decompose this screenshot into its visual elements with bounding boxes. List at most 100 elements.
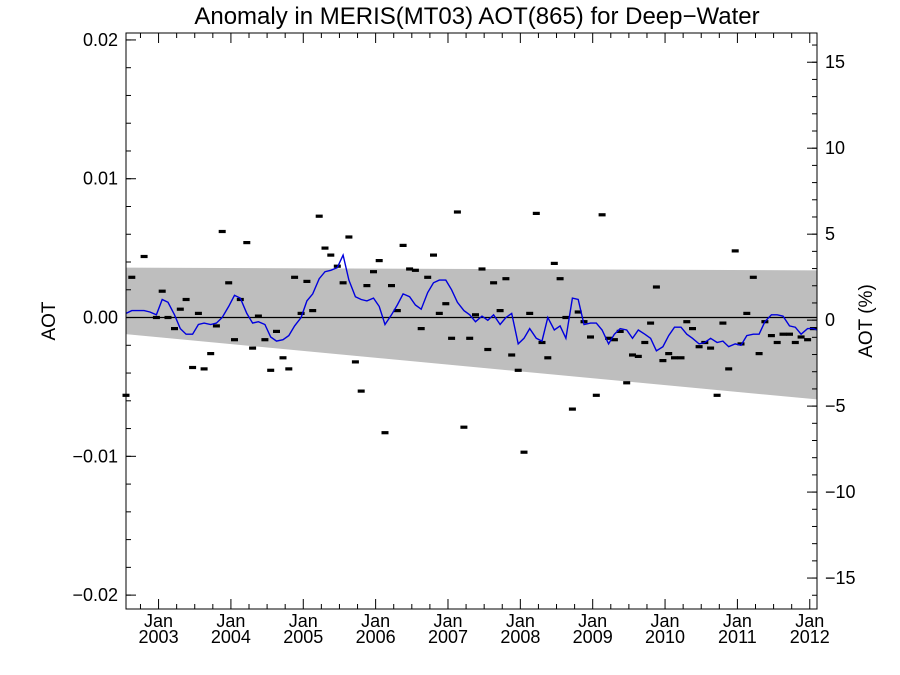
x-tick-label-month: Jan bbox=[651, 611, 680, 631]
x-tick-label-month: Jan bbox=[361, 611, 390, 631]
data-point bbox=[713, 393, 721, 397]
x-tick-label-month: Jan bbox=[433, 611, 462, 631]
x-tick-label-month: Jan bbox=[289, 611, 318, 631]
data-point bbox=[249, 346, 257, 350]
data-point bbox=[279, 356, 287, 360]
x-tick-label-year: 2008 bbox=[500, 627, 540, 647]
data-point bbox=[508, 353, 516, 357]
data-point bbox=[779, 332, 787, 336]
data-point bbox=[460, 425, 468, 429]
data-point bbox=[158, 289, 166, 293]
y-tick-label-right: 10 bbox=[825, 138, 845, 158]
y-axis-label-left: AOT bbox=[39, 301, 60, 340]
plot-area: −0.02−0.010.000.010.02−15−10−5051015Jan2… bbox=[72, 30, 855, 647]
data-point bbox=[562, 315, 570, 320]
data-point bbox=[574, 310, 582, 314]
data-point bbox=[532, 211, 540, 215]
data-point bbox=[375, 259, 383, 263]
data-point bbox=[351, 360, 359, 364]
data-point bbox=[665, 352, 673, 356]
data-point bbox=[189, 365, 197, 370]
x-tick-label-month: Jan bbox=[216, 611, 245, 631]
x-tick-label-month: Jan bbox=[723, 611, 752, 631]
data-point bbox=[128, 275, 136, 279]
data-point bbox=[598, 213, 606, 217]
data-point bbox=[231, 338, 238, 342]
uncertainty-band bbox=[126, 267, 817, 400]
x-tick-label-year: 2007 bbox=[428, 627, 468, 647]
data-point bbox=[683, 320, 691, 324]
y-tick-label-left: 0.00 bbox=[83, 308, 118, 328]
data-point bbox=[417, 327, 425, 331]
plot-frame bbox=[125, 32, 818, 610]
data-point bbox=[634, 354, 642, 358]
data-point bbox=[538, 340, 546, 345]
data-point bbox=[804, 338, 812, 342]
data-point bbox=[430, 253, 437, 257]
x-tick-label-month: Jan bbox=[144, 611, 173, 631]
data-point bbox=[321, 246, 329, 250]
data-point bbox=[587, 335, 594, 339]
x-tick-label-year: 2003 bbox=[139, 627, 179, 647]
data-point bbox=[556, 277, 564, 281]
data-point bbox=[641, 340, 649, 345]
chart-title: Anomaly in MERIS(MT03) AOT(865) for Deep… bbox=[194, 3, 759, 30]
data-point bbox=[363, 284, 371, 288]
y-tick-label-left: 0.01 bbox=[83, 169, 118, 189]
data-point bbox=[345, 235, 353, 239]
x-tick-label-year: 2012 bbox=[790, 627, 830, 647]
data-point bbox=[659, 359, 667, 363]
data-point bbox=[152, 315, 160, 320]
x-tick-label-year: 2006 bbox=[356, 627, 396, 647]
data-point bbox=[285, 367, 293, 371]
data-point bbox=[797, 335, 805, 339]
data-point bbox=[773, 340, 781, 345]
data-point bbox=[424, 275, 432, 279]
data-point bbox=[182, 297, 190, 302]
y-tick-label-left: −0.01 bbox=[72, 446, 118, 466]
data-point bbox=[671, 356, 678, 360]
data-point bbox=[767, 334, 775, 338]
y-tick-label-left: 0.02 bbox=[83, 30, 118, 50]
data-point bbox=[568, 407, 576, 411]
data-point bbox=[719, 321, 727, 325]
y-tick-label-right: −15 bbox=[825, 568, 856, 588]
data-point bbox=[327, 253, 335, 257]
data-point bbox=[544, 356, 552, 360]
data-point bbox=[303, 279, 311, 283]
data-point bbox=[309, 309, 317, 313]
data-point bbox=[212, 324, 220, 328]
y-tick-label-right: 0 bbox=[825, 310, 835, 330]
data-point bbox=[466, 336, 474, 340]
data-point bbox=[737, 342, 745, 346]
data-point bbox=[743, 311, 751, 315]
data-point bbox=[406, 267, 414, 271]
data-point bbox=[677, 356, 685, 360]
x-tick-label-year: 2005 bbox=[283, 627, 323, 647]
data-point bbox=[442, 302, 450, 306]
data-point bbox=[435, 311, 443, 315]
data-point bbox=[218, 229, 226, 234]
data-point bbox=[297, 311, 305, 315]
data-point bbox=[478, 267, 486, 271]
data-point bbox=[647, 321, 655, 325]
data-point bbox=[520, 450, 528, 454]
data-point bbox=[370, 270, 377, 274]
data-point bbox=[261, 338, 269, 342]
data-point bbox=[381, 431, 389, 435]
data-point bbox=[357, 389, 365, 393]
data-point bbox=[225, 281, 233, 285]
data-point bbox=[448, 336, 456, 340]
data-point bbox=[315, 214, 323, 218]
data-point bbox=[453, 210, 461, 214]
data-point bbox=[725, 367, 733, 371]
data-point bbox=[652, 285, 660, 289]
data-point bbox=[791, 340, 799, 345]
data-point bbox=[550, 261, 558, 265]
data-point bbox=[623, 381, 631, 385]
data-point bbox=[484, 347, 492, 352]
data-point bbox=[616, 329, 624, 333]
data-point bbox=[411, 268, 419, 272]
data-point bbox=[393, 309, 401, 313]
